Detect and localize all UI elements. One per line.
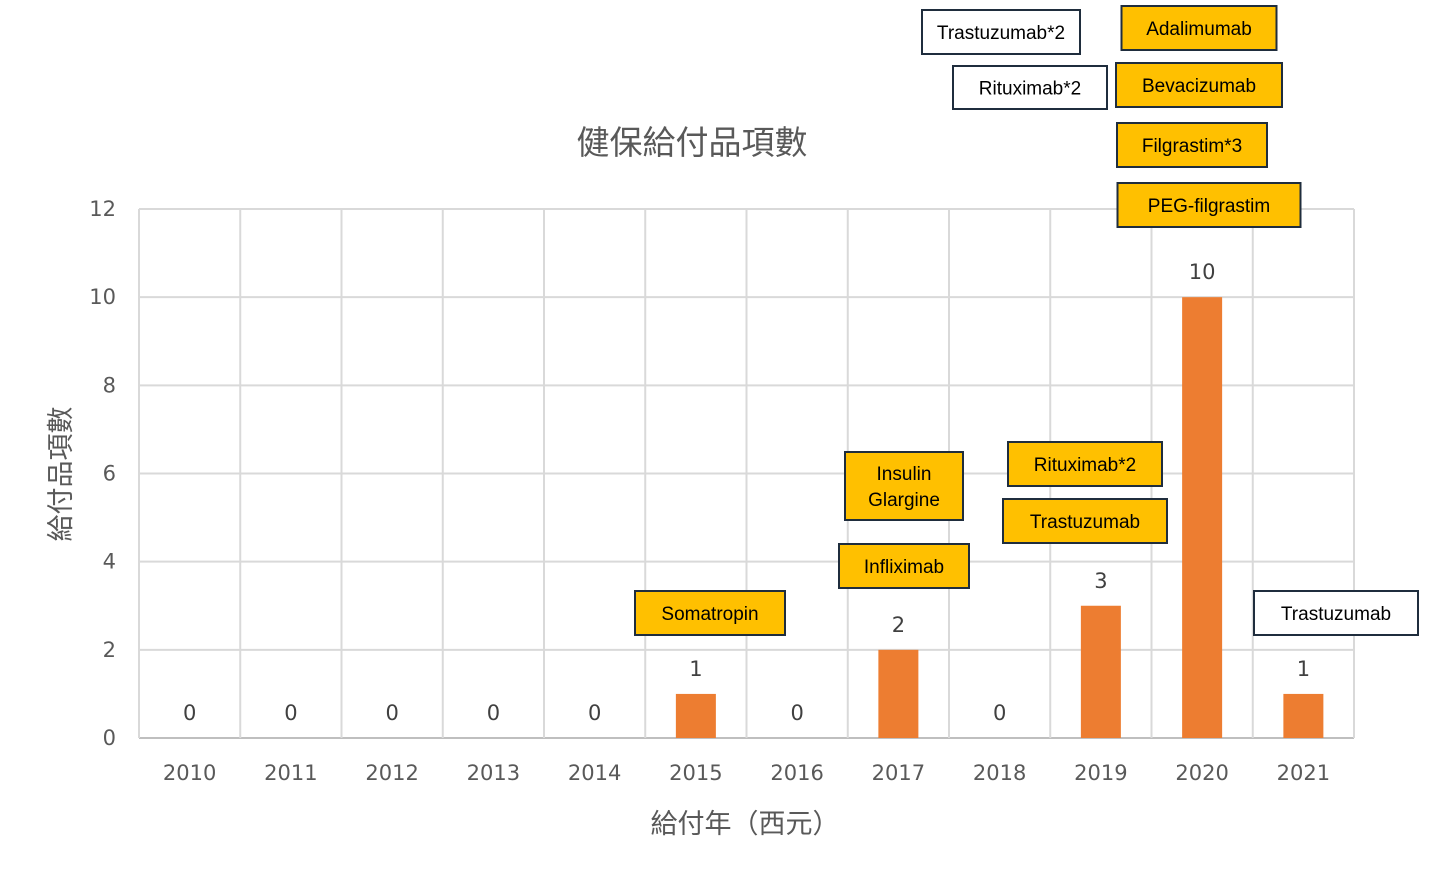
gridlines bbox=[138, 208, 1355, 739]
annotation-label: Somatropin bbox=[661, 604, 758, 625]
annotation-box-frame bbox=[1116, 182, 1302, 228]
annotation-box-frame bbox=[952, 65, 1108, 110]
annotation-box: Trastuzumab bbox=[1253, 590, 1419, 636]
data-label: 0 bbox=[385, 701, 398, 725]
x-tick-label: 2013 bbox=[467, 761, 520, 785]
annotation-label: Infliximab bbox=[864, 557, 944, 578]
x-tick-label: 2017 bbox=[872, 761, 925, 785]
annotation-box: Filgrastim*3 bbox=[1116, 122, 1268, 168]
annotation-label: PEG-filgrastim bbox=[1148, 196, 1270, 217]
annotation-box-frame bbox=[844, 451, 964, 521]
x-tick-label: 2012 bbox=[365, 761, 418, 785]
data-label: 0 bbox=[183, 701, 196, 725]
y-axis-title: 給付品項數 bbox=[46, 407, 77, 542]
x-tick-labels: 2010 2011 2012 2013 2014 2015 2016 2017 2018 2019… bbox=[163, 761, 1330, 785]
y-tick-label: 8 bbox=[103, 373, 116, 397]
bar bbox=[1080, 605, 1121, 738]
annotation-box: Rituximab*2 bbox=[952, 65, 1108, 110]
y-tick-labels: 0 2 4 6 8 10 12 bbox=[89, 197, 116, 750]
x-tick-label: 2021 bbox=[1277, 761, 1330, 785]
bar bbox=[1182, 297, 1223, 738]
y-tick-label: 10 bbox=[89, 285, 116, 309]
annotation-box: Bevacizumab bbox=[1115, 62, 1283, 108]
x-tick-label: 2020 bbox=[1175, 761, 1228, 785]
bars bbox=[675, 297, 1324, 738]
y-tick-label: 6 bbox=[103, 462, 116, 486]
bar bbox=[675, 693, 716, 738]
data-label: 10 bbox=[1189, 260, 1216, 284]
annotation-box-frame bbox=[838, 543, 970, 589]
annotation-box: Infliximab bbox=[838, 543, 970, 589]
annotation-box: Insulin Glargine bbox=[844, 451, 964, 521]
data-label: 0 bbox=[284, 701, 297, 725]
annotation-label: Adalimumab bbox=[1146, 19, 1252, 40]
x-tick-label: 2016 bbox=[770, 761, 823, 785]
annotation-box-frame bbox=[1116, 122, 1268, 168]
x-axis-title: 給付年（西元） bbox=[651, 809, 840, 840]
annotations: Somatropin Infliximab Insulin Glargine Trast… bbox=[634, 5, 1419, 636]
annotation-label: Trastuzumab*2 bbox=[937, 23, 1065, 44]
bar bbox=[878, 649, 919, 738]
y-tick-label: 4 bbox=[103, 550, 116, 574]
x-tick-label: 2011 bbox=[264, 761, 317, 785]
annotation-box-frame bbox=[1115, 62, 1283, 108]
annotation-label: Rituximab*2 bbox=[979, 79, 1081, 100]
y-tick-label: 0 bbox=[103, 726, 116, 750]
annotation-box-frame bbox=[921, 9, 1081, 55]
annotation-box: Adalimumab bbox=[1120, 5, 1278, 51]
data-label: 0 bbox=[588, 701, 601, 725]
data-label: 0 bbox=[487, 701, 500, 725]
annotation-label: Insulin bbox=[877, 464, 932, 485]
chart-title: 健保給付品項數 bbox=[577, 123, 808, 162]
x-tick-label: 2015 bbox=[669, 761, 722, 785]
x-tick-label: 2019 bbox=[1074, 761, 1127, 785]
annotation-box-frame bbox=[1120, 5, 1278, 51]
x-tick-label: 2014 bbox=[568, 761, 621, 785]
annotation-box-frame bbox=[634, 590, 786, 636]
y-tick-label: 2 bbox=[103, 638, 116, 662]
data-label: 3 bbox=[1094, 569, 1107, 593]
annotation-box: Trastuzumab*2 bbox=[921, 9, 1081, 55]
annotation-box-frame bbox=[1002, 498, 1168, 544]
annotation-box: Rituximab*2 bbox=[1007, 441, 1163, 487]
data-label: 0 bbox=[993, 701, 1006, 725]
annotation-box: Somatropin bbox=[634, 590, 786, 636]
annotation-label: Glargine bbox=[868, 490, 940, 511]
y-tick-label: 12 bbox=[89, 197, 116, 221]
x-tick-label: 2018 bbox=[973, 761, 1026, 785]
data-label: 1 bbox=[1297, 657, 1310, 681]
annotation-label: Trastuzumab bbox=[1030, 512, 1140, 533]
bar bbox=[1283, 693, 1324, 738]
annotation-label: Rituximab*2 bbox=[1034, 455, 1136, 476]
data-label: 0 bbox=[790, 701, 803, 725]
data-label: 2 bbox=[892, 613, 905, 637]
data-label: 1 bbox=[689, 657, 702, 681]
annotation-box: Trastuzumab bbox=[1002, 498, 1168, 544]
x-tick-label: 2010 bbox=[163, 761, 216, 785]
annotation-label: Bevacizumab bbox=[1142, 76, 1256, 97]
annotation-label: Trastuzumab bbox=[1281, 604, 1391, 625]
annotation-box-frame bbox=[1007, 441, 1163, 487]
annotation-label: Filgrastim*3 bbox=[1142, 136, 1242, 157]
annotation-box: PEG-filgrastim bbox=[1116, 182, 1302, 228]
annotation-box-frame bbox=[1253, 590, 1419, 636]
